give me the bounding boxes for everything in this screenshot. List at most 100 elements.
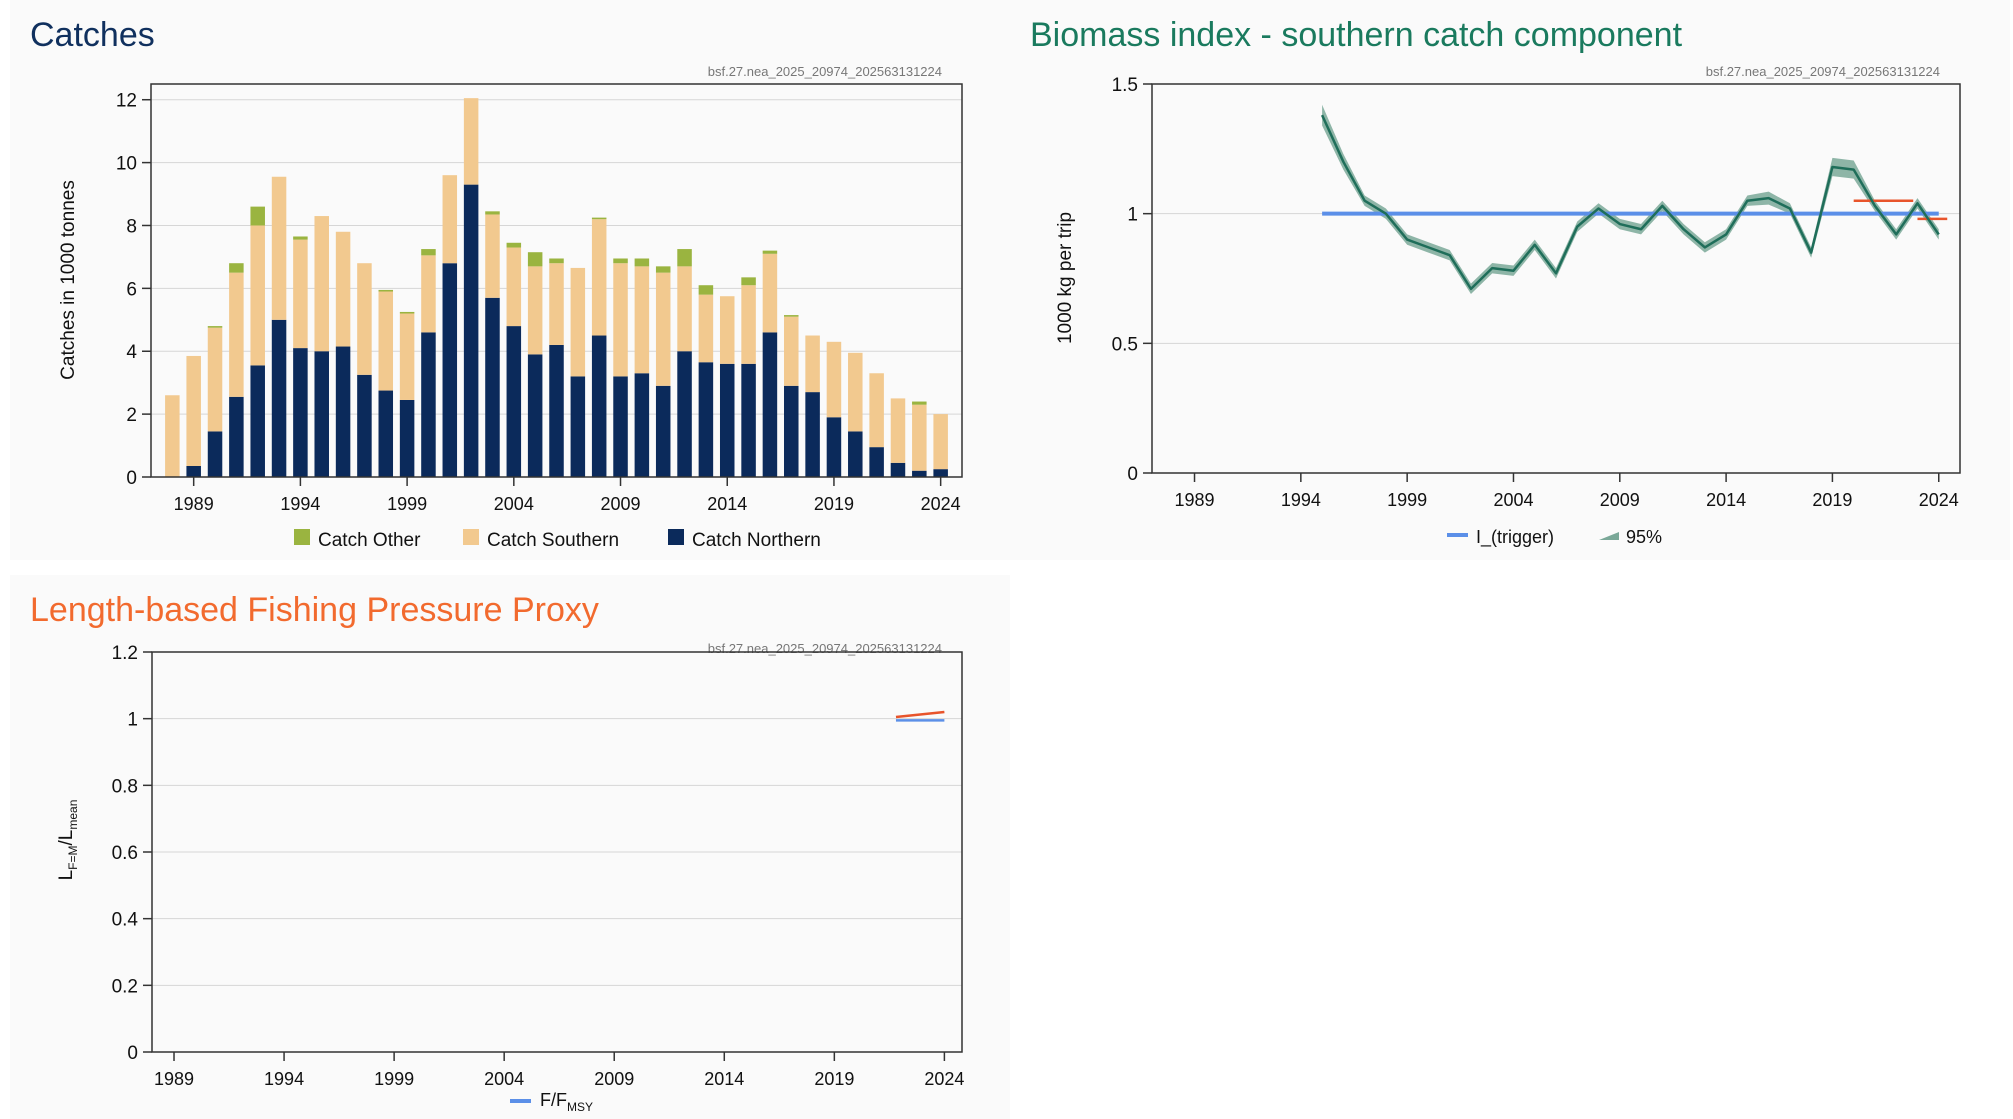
pressure-xtick-label: 1994 [264, 1069, 304, 1089]
pressure-ytick-label: 1 [127, 710, 138, 731]
pressure-ylabel: LF=M/Lmean [56, 800, 80, 881]
bar-catch-northern [378, 390, 394, 477]
bar-catch-southern [506, 247, 522, 327]
catches-chart: bsf.27.nea_2025_20974_202563131224 Catch… [58, 64, 963, 551]
bar-catch-northern [229, 396, 244, 477]
bar-catch-southern [549, 263, 564, 345]
catches-xtick-label: 1994 [280, 494, 320, 514]
pressure-xtick-label: 1989 [154, 1069, 194, 1089]
biomass-xtick-label: 2019 [1812, 490, 1852, 510]
catches-xtick-label: 1989 [174, 494, 214, 514]
bar-catch-southern [314, 216, 329, 352]
bar-catch-northern [719, 363, 735, 477]
legend-label-trigger: I_(trigger) [1476, 527, 1554, 548]
bar-catch-southern [165, 395, 180, 477]
biomass-xtick-label: 2004 [1493, 490, 1533, 510]
pressure-ylabel-main: L [56, 870, 77, 881]
index-line [1320, 114, 1940, 291]
bar-catch-northern [250, 365, 265, 477]
pressure-panel: Length-based Fishing Pressure Proxy bsf.… [10, 575, 1010, 1119]
bar-catch-southern [677, 266, 692, 352]
catches-ytick-label: 8 [126, 216, 137, 237]
pressure-title: Length-based Fishing Pressure Proxy [30, 591, 599, 629]
bar-catch-southern [229, 272, 244, 397]
bar-catch-southern [271, 176, 287, 320]
biomass-xtick-label: 2024 [1919, 490, 1959, 510]
catches-xtick-label: 2019 [814, 494, 854, 514]
bar-catch-northern [506, 326, 522, 477]
pressure-chart: bsf.27.nea_2025_20974_202563131224 LF=M/… [56, 641, 964, 1114]
bar-catch-other [207, 326, 223, 328]
biomass-ytick-label: 0 [1127, 464, 1138, 485]
bar-catch-northern [207, 431, 223, 477]
bar-catch-northern [784, 385, 799, 477]
bar-catch-northern [933, 469, 948, 477]
biomass-panel: Biomass index - southern catch component… [1010, 0, 2010, 560]
bar-catch-southern [869, 373, 884, 448]
pressure-ytick-label: 0 [127, 1043, 138, 1064]
bar-catch-southern [335, 231, 351, 347]
bar-catch-southern [378, 291, 394, 391]
legend-label-sub: MSY [567, 1100, 593, 1114]
legend-label-f-fmsy: F/FMSY [540, 1090, 593, 1114]
bar-catch-northern [421, 332, 436, 477]
bar-catch-other [634, 258, 650, 267]
bar-catch-other [591, 217, 607, 220]
bar-catch-southern [613, 263, 628, 377]
biomass-ytick-label: 0.5 [1112, 334, 1138, 355]
catches-ytick-label: 0 [126, 468, 137, 489]
bar-catch-southern [421, 255, 436, 333]
bar-catch-southern [250, 225, 265, 366]
pressure-ylabel-sub2: mean [66, 800, 80, 830]
bar-catch-other [549, 258, 564, 264]
bar-catch-other [293, 236, 308, 240]
legend-swatch-catch-southern [463, 529, 479, 545]
legend-swatch-catch-northern [668, 529, 684, 545]
bar-catch-southern [591, 219, 607, 336]
bar-catch-northern [186, 465, 201, 477]
bar-catch-northern [741, 363, 756, 477]
bar-catch-southern [357, 263, 372, 375]
bar-catch-other [527, 252, 543, 267]
pressure-xtick-label: 2019 [814, 1069, 854, 1089]
bar-catch-southern [890, 398, 906, 463]
bar-catch-northern [698, 362, 714, 477]
bar-catch-northern [399, 399, 415, 477]
bar-catch-other [741, 277, 756, 286]
biomass-xtick-label: 1989 [1175, 490, 1215, 510]
legend-label-main: F/F [540, 1090, 567, 1110]
bar-catch-southern [442, 175, 458, 264]
bar-catch-southern [399, 313, 415, 400]
bar-catch-other [613, 258, 628, 264]
biomass-ytick-label: 1 [1127, 205, 1138, 226]
bar-catch-southern [784, 316, 799, 386]
bar-catch-northern [613, 376, 628, 477]
pressure-ytick-label: 0.2 [112, 976, 138, 997]
bar-catch-northern [869, 447, 884, 477]
pressure-xtick-label: 2014 [704, 1069, 744, 1089]
reference-line [895, 710, 945, 719]
pressure-watermark: bsf.27.nea_2025_20974_202563131224 [708, 641, 942, 656]
bar-catch-southern [933, 414, 948, 470]
pressure-ylabel-mid: /L [56, 830, 77, 846]
catches-ytick-label: 10 [116, 154, 137, 175]
confidence-band [1322, 104, 1939, 295]
pressure-ytick-label: 0.8 [112, 776, 138, 797]
catches-xtick-label: 2009 [601, 494, 641, 514]
bar-catch-southern [207, 327, 223, 432]
legend-swatch-band [1599, 532, 1619, 540]
bar-catch-southern [527, 266, 543, 355]
legend-label-band: 95% [1626, 527, 1662, 547]
bar-catch-other [506, 242, 522, 248]
pressure-xtick-label: 2009 [594, 1069, 634, 1089]
catches-panel: Catches bsf.27.nea_2025_20974_2025631312… [10, 0, 1010, 560]
bar-catch-other [250, 206, 265, 226]
bar-catch-southern [805, 335, 820, 393]
bar-catch-southern [293, 239, 308, 349]
bar-catch-northern [762, 332, 778, 477]
biomass-chart: bsf.27.nea_2025_20974_202563131224 1000 … [1055, 64, 1961, 548]
bar-catch-northern [912, 470, 927, 477]
catches-ytick-label: 4 [126, 342, 137, 363]
bar-catch-northern [335, 346, 351, 477]
biomass-xtick-label: 2014 [1706, 490, 1746, 510]
